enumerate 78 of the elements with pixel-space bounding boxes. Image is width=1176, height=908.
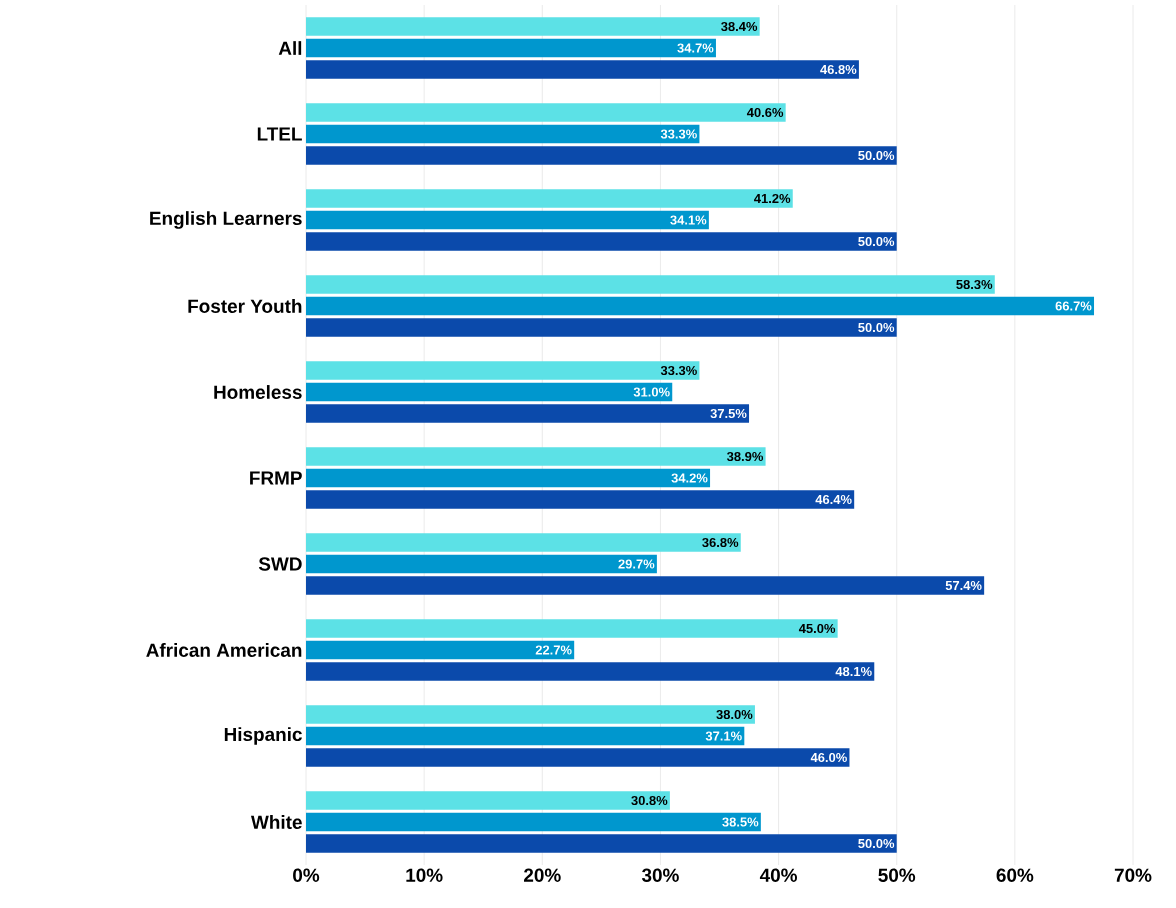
data-label: 50.0% (858, 236, 895, 247)
data-label: 66.7% (1055, 301, 1092, 311)
bar (306, 662, 875, 681)
data-label: 50.0% (858, 838, 895, 849)
x-tick-label: 30% (641, 868, 679, 882)
bar (306, 210, 709, 230)
data-label: 34.7% (677, 43, 714, 53)
bar (306, 533, 741, 552)
y-tick-label: Foster Youth (188, 299, 302, 313)
data-label: 41.2% (754, 193, 791, 204)
bar (306, 554, 657, 574)
bar (306, 124, 700, 144)
bar (306, 748, 850, 767)
data-label: 38.0% (716, 709, 753, 720)
bar (306, 834, 897, 853)
bar (306, 146, 897, 165)
bar (306, 232, 897, 251)
y-tick-label: SWD (258, 557, 302, 571)
bar (306, 640, 575, 660)
data-label: 33.3% (660, 365, 697, 376)
data-label: 40.6% (746, 107, 784, 118)
data-label: 36.8% (702, 537, 739, 548)
bar (306, 576, 985, 595)
y-tick-label: English Learners (150, 211, 302, 229)
data-label: 57.4% (945, 580, 982, 591)
data-label: 38.5% (722, 817, 759, 827)
y-tick-label: All (278, 41, 302, 55)
bar (306, 447, 766, 466)
bar (306, 189, 793, 208)
bar (306, 38, 716, 58)
bar (306, 404, 750, 423)
bar (306, 705, 755, 724)
data-label: 50.0% (858, 322, 895, 333)
bar (306, 726, 745, 746)
y-tick-label: Hispanic (224, 727, 302, 745)
y-tick-label: FRMP (250, 471, 302, 485)
bar (306, 17, 760, 36)
y-tick-label: Homeless (214, 385, 302, 399)
bar (306, 812, 761, 832)
data-label: 22.7% (535, 645, 572, 655)
data-label: 46.0% (810, 752, 847, 763)
bar (306, 791, 670, 810)
bar (306, 275, 995, 294)
data-label: 48.1% (835, 666, 872, 677)
y-tick-label: LTEL (257, 127, 302, 141)
data-label: 34.1% (670, 215, 707, 225)
data-label: 38.9% (726, 451, 764, 462)
data-label: 46.8% (820, 64, 857, 75)
x-tick-label: 0% (293, 868, 320, 882)
data-label: 45.0% (798, 623, 836, 634)
data-label: 34.2% (671, 473, 708, 483)
data-label: 33.3% (660, 129, 697, 139)
bar (306, 296, 1095, 316)
x-tick-label: 20% (524, 868, 561, 882)
bar (306, 318, 897, 337)
bar (306, 103, 786, 122)
x-tick-label: 60% (996, 868, 1034, 882)
data-label: 37.1% (705, 731, 742, 741)
data-label: 46.4% (815, 494, 852, 505)
y-tick-label: African American (146, 643, 302, 657)
data-label: 31.0% (633, 387, 670, 397)
x-tick-label: 40% (759, 868, 798, 882)
data-label: 29.7% (618, 559, 655, 569)
data-label: 50.0% (858, 150, 895, 161)
bar (306, 361, 700, 380)
data-label: 37.5% (710, 408, 747, 419)
bar (306, 490, 855, 509)
bar (306, 468, 711, 488)
data-label: 58.3% (956, 279, 993, 290)
data-label: 38.4% (721, 21, 758, 32)
bar (306, 382, 673, 402)
bar (306, 619, 838, 638)
x-tick-label: 50% (878, 868, 916, 882)
y-tick-label: White (250, 815, 302, 829)
x-tick-label: 10% (406, 868, 443, 882)
bar (306, 60, 859, 79)
x-tick-label: 70% (1114, 868, 1152, 882)
data-label: 30.8% (631, 795, 668, 806)
